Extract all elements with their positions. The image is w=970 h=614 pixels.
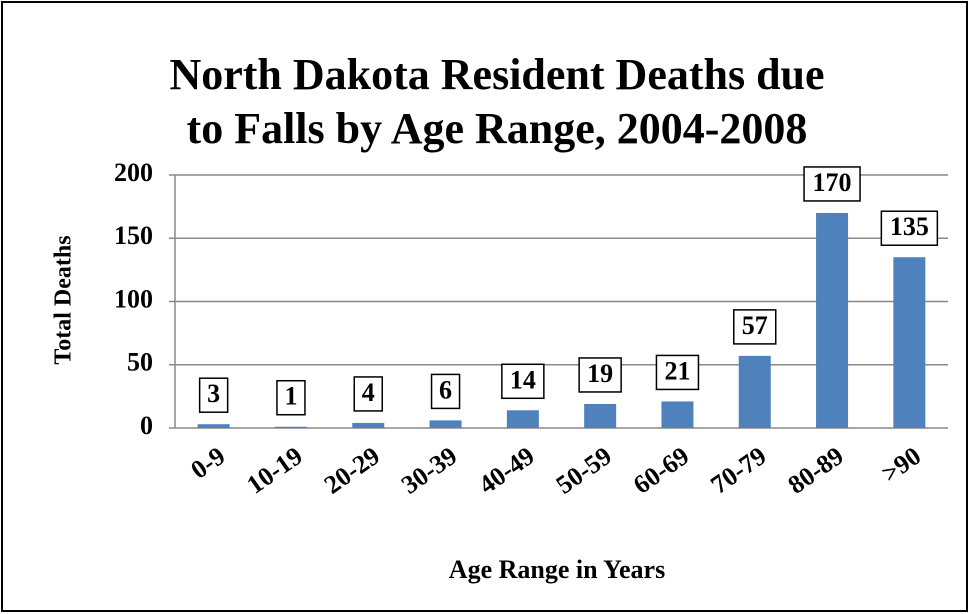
data-label: 135 [890,212,929,241]
bar [893,257,926,428]
data-label-box [880,210,939,246]
bar [816,212,849,428]
bar [429,420,462,428]
data-label: 21 [664,356,690,385]
data-label: 3 [207,379,220,408]
bar [197,424,230,428]
y-tick-label: 0 [140,411,153,440]
chart-title: North Dakota Resident Deaths due [169,50,824,99]
chart-title: to Falls by Age Range, 2004-2008 [187,104,808,153]
y-axis-title: Total Deaths [51,235,77,364]
bar [506,410,539,428]
data-label-box [198,377,229,413]
bar [738,355,771,428]
data-label-box [430,373,461,410]
y-tick-label: 50 [127,348,153,377]
data-label: 4 [362,378,375,407]
data-label-box [276,379,306,416]
data-label-box [353,376,383,412]
data-label: 170 [813,168,852,197]
data-label: 6 [439,375,452,404]
data-label: 57 [742,311,768,340]
bar [274,426,307,428]
y-tick-label: 150 [114,221,153,250]
bar [584,403,617,428]
bar [352,422,385,428]
y-tick-label: 200 [114,158,153,187]
data-label: 19 [587,359,613,388]
y-tick-label: 100 [114,284,153,313]
data-label-box [578,357,622,393]
data-label-box [655,354,700,391]
data-label-box [733,309,777,345]
x-axis-title: Age Range in Years [449,555,665,584]
bar [661,401,694,428]
data-label: 1 [284,382,297,411]
data-label-box [501,363,545,400]
data-label: 14 [510,365,536,394]
data-label-box [803,166,861,202]
